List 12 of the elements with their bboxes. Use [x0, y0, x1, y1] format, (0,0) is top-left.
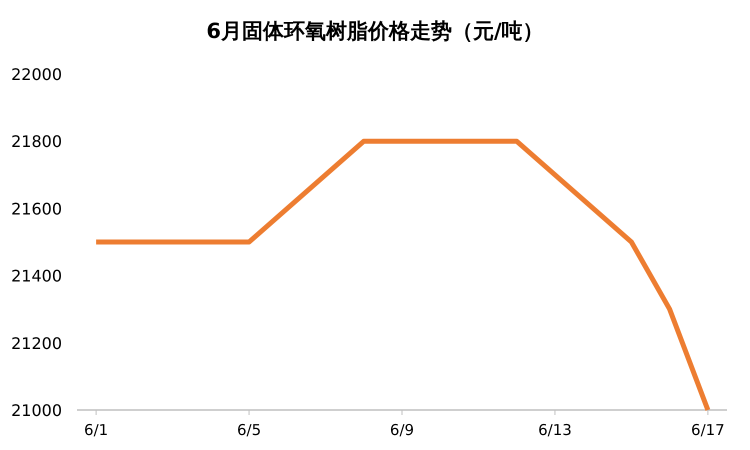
x-tick-label: 6/9 — [390, 421, 414, 439]
x-tick-label: 6/13 — [538, 421, 572, 439]
y-tick-label: 21000 — [11, 401, 62, 420]
x-tick-label: 6/17 — [691, 421, 725, 439]
y-tick-label: 21400 — [11, 266, 62, 286]
chart-title: 6月固体环氧树脂价格走势（元/吨） — [206, 19, 544, 43]
x-tick-label: 6/5 — [236, 421, 262, 439]
y-tick-label: 21600 — [11, 199, 62, 218]
y-tick-label: 21200 — [11, 334, 62, 353]
x-tick-label: 6/1 — [84, 421, 108, 439]
y-tick-label: 21800 — [11, 132, 62, 152]
y-tick-label: 22000 — [11, 65, 62, 84]
